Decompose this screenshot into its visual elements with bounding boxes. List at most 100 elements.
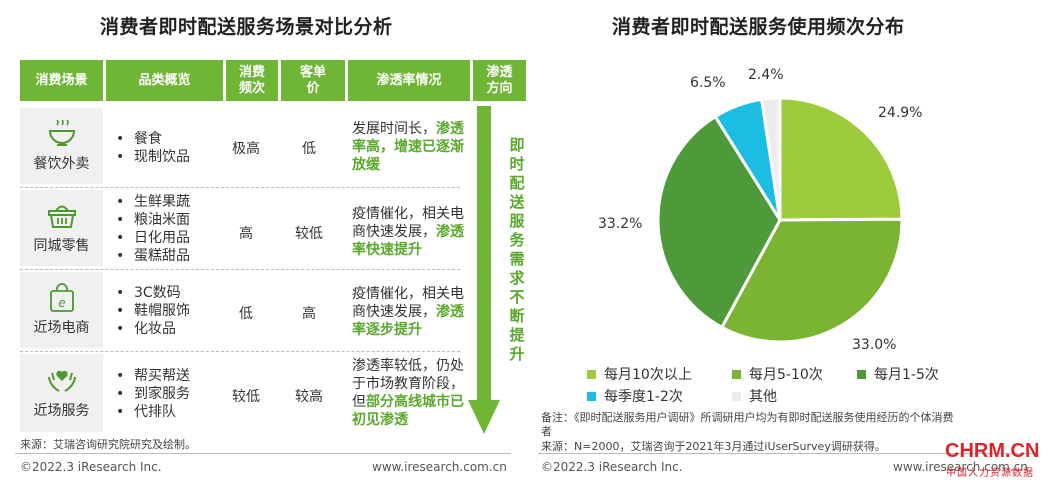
penetration-text: 发展时间长，渗透率高，增速已逐渐放缓: [352, 120, 472, 174]
header-direction-line2: 方向: [486, 80, 513, 96]
direction-text: 即时配送服务需求不断提升: [509, 136, 525, 363]
row-divider: [20, 269, 460, 270]
category-item: 鞋帽服饰: [116, 302, 190, 320]
price-value: 较高: [295, 389, 323, 405]
penetration-highlight: 渗透率逐步提升: [352, 304, 464, 338]
legend-swatch: [732, 391, 741, 401]
table-header-row: 消费场景 品类概览 消费 频次 客单 价 渗透率情况 渗透 方向: [20, 60, 526, 101]
right-website: www.iresearch.com.cn: [893, 460, 1028, 474]
frequency-value: 低: [239, 306, 253, 322]
table-row: 餐饮外卖 餐食 现制饮品 极高 低 发展时间长，渗透率高，增速已逐渐放缓: [20, 108, 464, 184]
slice-every-month-5-10: [719, 217, 904, 344]
header-penetration: 渗透率情况: [348, 60, 470, 101]
penetration-text: 渗透率较低，仍处于市场教育阶段，但部分高线城市已初见渗透: [352, 357, 472, 429]
penetration-highlight: 渗透率快速提升: [352, 224, 464, 258]
header-price-line1: 客单: [299, 64, 326, 80]
scene-cell: 近场服务: [20, 354, 103, 432]
frequency-value: 较低: [232, 389, 260, 405]
category-item: 粮油米面: [116, 211, 190, 229]
left-source: 来源：艾瑞咨询研究院研究及绘制。: [20, 438, 196, 451]
row-divider: [20, 351, 460, 352]
category-item: 餐食: [116, 130, 190, 148]
category-list: 生鲜果蔬 粮油米面 日化用品 蛋糕甜品: [116, 193, 190, 265]
price-value: 较低: [295, 226, 323, 242]
price-value: 低: [302, 141, 316, 157]
header-scene: 消费场景: [20, 60, 103, 101]
header-categories: 品类概览: [106, 60, 223, 101]
legend-swatch: [732, 369, 741, 379]
header-frequency-line2: 频次: [238, 80, 265, 96]
frequency-value: 高: [239, 226, 253, 242]
watermark-logo: CHRM.CN: [945, 440, 1039, 463]
penetration-plain: 疫情催化，相关电商快速发展，: [352, 286, 464, 320]
slice-label-every-month-10-plus: 24.9%: [878, 105, 923, 121]
penetration-plain: 发展时间长，: [352, 121, 436, 137]
slice-label-every-month-1-5: 33.2%: [598, 216, 643, 232]
table-row: 同城零售 生鲜果蔬 粮油米面 日化用品 蛋糕甜品 高 较低 疫情催化，相关电商快…: [20, 190, 464, 266]
legend-item: 每季度1-2次: [587, 386, 683, 406]
header-price-line2: 价: [306, 80, 320, 96]
scene-name: 近场服务: [33, 403, 90, 419]
left-copyright: ©2022.3 iResearch Inc.: [20, 460, 162, 474]
slice-other: [759, 96, 782, 221]
penetration-plain: 渗透率较低，仍处于市场教育阶段，但: [352, 358, 464, 410]
header-frequency-line1: 消费: [238, 64, 265, 80]
category-item: 3C数码: [116, 284, 190, 302]
category-list: 帮买帮送 到家服务 代排队: [116, 367, 190, 421]
scene-name: 同城零售: [33, 238, 90, 254]
left-footer-divider: [15, 453, 511, 454]
table-row: 近场服务 帮买帮送 到家服务 代排队 较低 较高 渗透率较低，仍处于市场教育阶段…: [20, 354, 464, 432]
penetration-plain: 疫情催化，相关电商快速发展，: [352, 206, 464, 240]
table-row: e 近场电商 3C数码 鞋帽服饰 化妆品 低 高 疫情催化，相关电商快速发展，渗…: [20, 272, 464, 348]
basket-icon: [44, 201, 80, 231]
category-item: 生鲜果蔬: [116, 193, 190, 211]
legend-label: 每季度1-2次: [604, 389, 683, 405]
direction-arrow-icon: [468, 106, 500, 434]
right-source: 来源：N=2000，艾瑞咨询于2021年3月通过iUserSurvey调研获得。: [541, 440, 886, 453]
watermark-text: CHRM.CN: [945, 440, 1040, 462]
right-chart-title: 消费者即时配送服务使用频次分布: [612, 16, 905, 38]
slice-every-month-1-5: [656, 114, 782, 330]
svg-text:e: e: [58, 296, 65, 310]
penetration-text: 疫情催化，相关电商快速发展，渗透率逐步提升: [352, 285, 472, 339]
legend-swatch: [857, 369, 866, 379]
hands-heart-icon: [44, 366, 80, 396]
legend-swatch: [587, 391, 596, 401]
row-divider: [20, 187, 460, 188]
legend-item: 每月1-5次: [857, 364, 939, 384]
pie-chart: [656, 96, 904, 344]
slice-label-every-month-5-10: 33.0%: [852, 337, 897, 353]
header-frequency: 消费 频次: [226, 60, 278, 101]
scene-name: 餐饮外卖: [33, 156, 90, 172]
header-price: 客单 价: [281, 60, 345, 101]
category-list: 餐食 现制饮品: [116, 130, 190, 166]
scene-cell: e 近场电商: [20, 272, 103, 348]
scene-cell: 餐饮外卖: [20, 108, 103, 184]
category-item: 蛋糕甜品: [116, 247, 190, 265]
slice-every-month-10-plus: [778, 96, 904, 222]
header-direction-line1: 渗透: [486, 64, 513, 80]
price-value: 高: [302, 306, 316, 322]
category-list: 3C数码 鞋帽服饰 化妆品: [116, 284, 190, 338]
category-item: 代排队: [116, 403, 190, 421]
penetration-highlight: 部分高线城市已初见渗透: [352, 394, 464, 428]
legend-label: 其他: [749, 389, 777, 405]
left-chart-title: 消费者即时配送服务场景对比分析: [100, 16, 393, 38]
legend-item: 每月10次以上: [587, 364, 692, 384]
category-item: 帮买帮送: [116, 367, 190, 385]
shopping-bag-icon: e: [44, 283, 80, 313]
right-note: 备注：《即时配送服务用户调研》所调研用户均为有即时配送服务使用经历的个体消费: [541, 411, 954, 424]
slice-label-other: 2.4%: [748, 67, 784, 83]
header-direction: 渗透 方向: [473, 60, 526, 101]
watermark-subtext: 中国人力资源数据: [946, 468, 1034, 479]
legend-item: 每月5-10次: [732, 364, 823, 384]
right-copyright: ©2022.3 iResearch Inc.: [541, 460, 683, 474]
category-item: 化妆品: [116, 320, 190, 338]
legend-label: 每月1-5次: [874, 367, 939, 383]
frequency-value: 极高: [232, 141, 260, 157]
penetration-highlight: 渗透率高，增速已逐渐放缓: [352, 121, 464, 173]
category-item: 到家服务: [116, 385, 190, 403]
legend-swatch: [587, 369, 596, 379]
legend-label: 每月10次以上: [604, 367, 692, 383]
food-bowl-icon: [44, 119, 80, 149]
